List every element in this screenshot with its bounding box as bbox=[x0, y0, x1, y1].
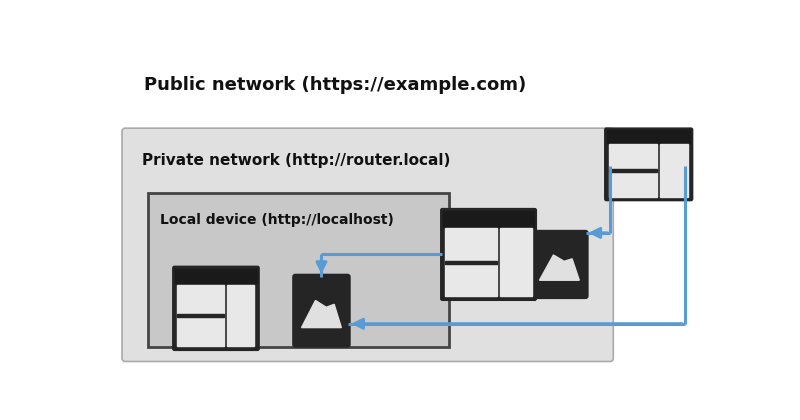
Bar bbox=[178, 314, 224, 317]
FancyBboxPatch shape bbox=[122, 128, 614, 362]
Text: Local device (http://localhost): Local device (http://localhost) bbox=[160, 213, 394, 227]
Bar bbox=[178, 285, 224, 346]
Bar bbox=[226, 285, 254, 346]
Bar bbox=[443, 211, 534, 227]
Bar bbox=[610, 169, 657, 172]
FancyBboxPatch shape bbox=[604, 127, 694, 201]
FancyBboxPatch shape bbox=[530, 230, 589, 299]
FancyBboxPatch shape bbox=[440, 208, 537, 301]
Bar bbox=[607, 131, 690, 143]
Bar bbox=[660, 144, 688, 197]
Bar bbox=[446, 261, 497, 264]
Bar bbox=[148, 193, 449, 347]
FancyBboxPatch shape bbox=[292, 274, 350, 348]
Bar bbox=[610, 144, 657, 197]
FancyBboxPatch shape bbox=[172, 265, 260, 351]
Polygon shape bbox=[302, 300, 342, 328]
Bar bbox=[500, 228, 532, 297]
Polygon shape bbox=[539, 255, 579, 280]
Bar bbox=[175, 269, 257, 283]
Bar bbox=[446, 228, 497, 297]
Text: Private network (http://router.local): Private network (http://router.local) bbox=[142, 153, 450, 168]
Text: Public network (https://example.com): Public network (https://example.com) bbox=[144, 76, 526, 94]
